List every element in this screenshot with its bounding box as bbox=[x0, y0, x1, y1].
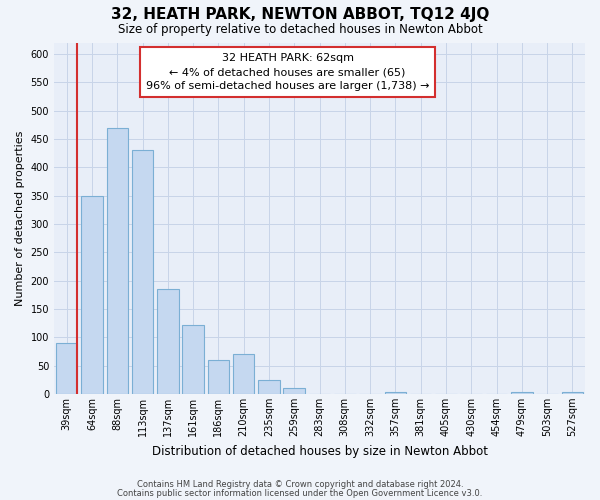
Bar bbox=[233, 354, 254, 394]
Bar bbox=[132, 150, 153, 394]
Text: Contains HM Land Registry data © Crown copyright and database right 2024.: Contains HM Land Registry data © Crown c… bbox=[137, 480, 463, 489]
Bar bbox=[283, 388, 305, 394]
Bar bbox=[258, 380, 280, 394]
Bar bbox=[157, 289, 179, 394]
Bar bbox=[385, 392, 406, 394]
Bar bbox=[182, 324, 204, 394]
Text: 32 HEATH PARK: 62sqm
← 4% of detached houses are smaller (65)
96% of semi-detach: 32 HEATH PARK: 62sqm ← 4% of detached ho… bbox=[146, 53, 430, 91]
X-axis label: Distribution of detached houses by size in Newton Abbot: Distribution of detached houses by size … bbox=[152, 444, 488, 458]
Bar bbox=[208, 360, 229, 394]
Text: 32, HEATH PARK, NEWTON ABBOT, TQ12 4JQ: 32, HEATH PARK, NEWTON ABBOT, TQ12 4JQ bbox=[111, 8, 489, 22]
Bar bbox=[56, 343, 77, 394]
Bar bbox=[562, 392, 583, 394]
Text: Size of property relative to detached houses in Newton Abbot: Size of property relative to detached ho… bbox=[118, 22, 482, 36]
Bar bbox=[511, 392, 533, 394]
Y-axis label: Number of detached properties: Number of detached properties bbox=[15, 130, 25, 306]
Bar bbox=[81, 196, 103, 394]
Bar bbox=[107, 128, 128, 394]
Text: Contains public sector information licensed under the Open Government Licence v3: Contains public sector information licen… bbox=[118, 488, 482, 498]
